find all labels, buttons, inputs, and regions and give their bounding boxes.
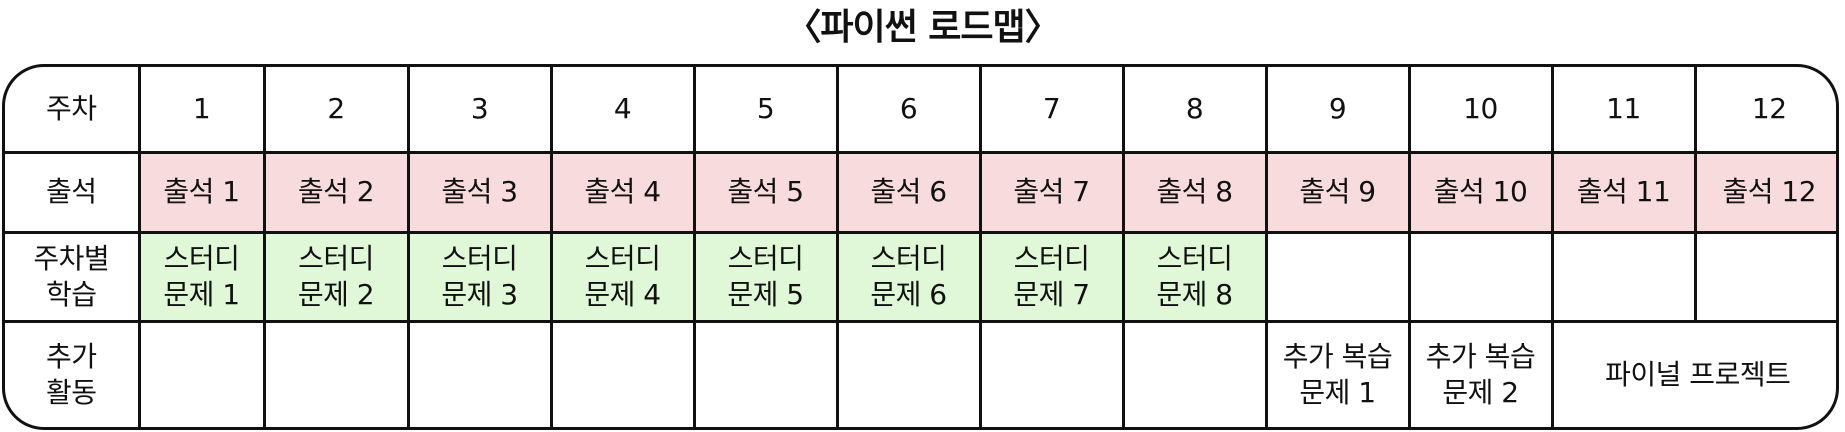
extra-cell-8 (1121, 319, 1268, 427)
week-cell-6: 6 (835, 67, 982, 154)
study-cell-11 (1550, 230, 1697, 323)
extra-cell-7 (978, 319, 1125, 427)
extra-cell-1 (137, 319, 266, 427)
week-cell-4: 4 (549, 67, 696, 154)
extra-cell-5 (692, 319, 839, 427)
weekly-study-row: 주차별 학습 스터디 문제 1 스터디 문제 2 스터디 문제 3 스터디 문제… (5, 230, 1836, 323)
extra-activity-row: 추가 활동 추가 복습 문제 1 추가 복습 문제 2 파이널 프로젝트 (5, 319, 1836, 427)
week-cell-7: 7 (978, 67, 1125, 154)
page-title: 〈파이썬 로드맵〉 (785, 7, 1060, 48)
week-cell-2: 2 (262, 67, 410, 154)
study-cell-6: 스터디 문제 6 (835, 230, 982, 323)
roadmap-table: 주차 1 2 3 4 5 6 7 8 9 10 11 12 출석 출석 1 출석… (2, 64, 1839, 430)
attendance-cell-5: 출석 5 (692, 150, 839, 234)
week-cell-10: 10 (1407, 67, 1554, 154)
attendance-cell-4: 출석 4 (549, 150, 696, 234)
attendance-cell-11: 출석 11 (1550, 150, 1697, 234)
final-project-cell: 파이널 프로젝트 (1550, 319, 1836, 427)
attendance-cell-6: 출석 6 (835, 150, 982, 234)
attendance-cell-3: 출석 3 (406, 150, 553, 234)
week-cell-1: 1 (137, 67, 266, 154)
week-cell-3: 3 (406, 67, 553, 154)
extra-cell-3 (406, 319, 553, 427)
week-cell-9: 9 (1264, 67, 1411, 154)
attendance-cell-7: 출석 7 (978, 150, 1125, 234)
extra-cell-4 (549, 319, 696, 427)
attendance-cell-8: 출석 8 (1121, 150, 1268, 234)
week-cell-11: 11 (1550, 67, 1697, 154)
study-cell-12 (1693, 230, 1836, 323)
row-label-attendance: 출석 (5, 150, 141, 234)
week-row: 주차 1 2 3 4 5 6 7 8 9 10 11 12 (5, 67, 1836, 154)
week-cell-5: 5 (692, 67, 839, 154)
attendance-cell-12: 출석 12 (1693, 150, 1836, 234)
week-cell-8: 8 (1121, 67, 1268, 154)
study-cell-5: 스터디 문제 5 (692, 230, 839, 323)
extra-cell-6 (835, 319, 982, 427)
row-label-extra-activity: 추가 활동 (5, 319, 141, 427)
study-cell-3: 스터디 문제 3 (406, 230, 553, 323)
study-cell-4: 스터디 문제 4 (549, 230, 696, 323)
attendance-cell-9: 출석 9 (1264, 150, 1411, 234)
week-cell-12: 12 (1693, 67, 1836, 154)
study-cell-9 (1264, 230, 1411, 323)
row-label-week: 주차 (5, 67, 141, 154)
study-cell-7: 스터디 문제 7 (978, 230, 1125, 323)
extra-cell-10: 추가 복습 문제 2 (1407, 319, 1554, 427)
attendance-cell-1: 출석 1 (137, 150, 266, 234)
extra-cell-2 (262, 319, 410, 427)
attendance-cell-2: 출석 2 (262, 150, 410, 234)
study-cell-8: 스터디 문제 8 (1121, 230, 1268, 323)
attendance-row: 출석 출석 1 출석 2 출석 3 출석 4 출석 5 출석 6 출석 7 출석… (5, 150, 1836, 234)
study-cell-1: 스터디 문제 1 (137, 230, 266, 323)
study-cell-10 (1407, 230, 1554, 323)
study-cell-2: 스터디 문제 2 (262, 230, 410, 323)
extra-cell-9: 추가 복습 문제 1 (1264, 319, 1411, 427)
row-label-weekly-study: 주차별 학습 (5, 230, 141, 323)
attendance-cell-10: 출석 10 (1407, 150, 1554, 234)
